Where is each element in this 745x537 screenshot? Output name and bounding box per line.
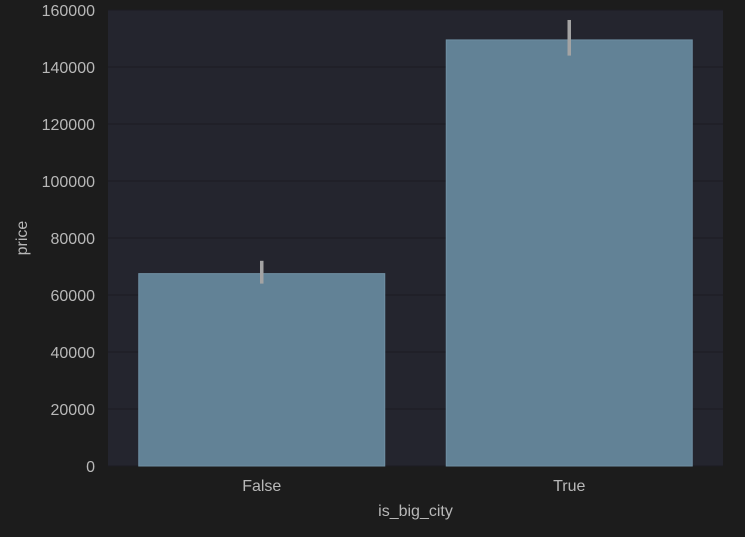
x-tick-labels: False True	[242, 478, 585, 495]
x-axis-label: is_big_city	[378, 503, 453, 520]
bar-false	[138, 273, 386, 467]
bar-true	[445, 39, 693, 467]
y-tick-label: 140000	[42, 60, 95, 77]
x-tick-label: True	[553, 478, 585, 495]
y-tick-labels: 0 20000 40000 60000 80000 100000 120000 140000 1…	[42, 3, 95, 476]
x-tick-label: False	[242, 478, 281, 495]
error-bars	[260, 19, 571, 284]
y-tick-label: 120000	[42, 117, 95, 134]
y-tick-label: 40000	[51, 345, 96, 362]
y-tick-label: 0	[86, 459, 95, 476]
y-tick-label: 80000	[51, 231, 96, 248]
bars	[138, 39, 693, 467]
y-tick-label: 100000	[42, 174, 95, 191]
y-tick-label: 60000	[51, 288, 96, 305]
y-tick-label: 20000	[51, 402, 96, 419]
y-tick-label: 160000	[42, 3, 95, 20]
y-axis-label: price	[14, 221, 31, 256]
